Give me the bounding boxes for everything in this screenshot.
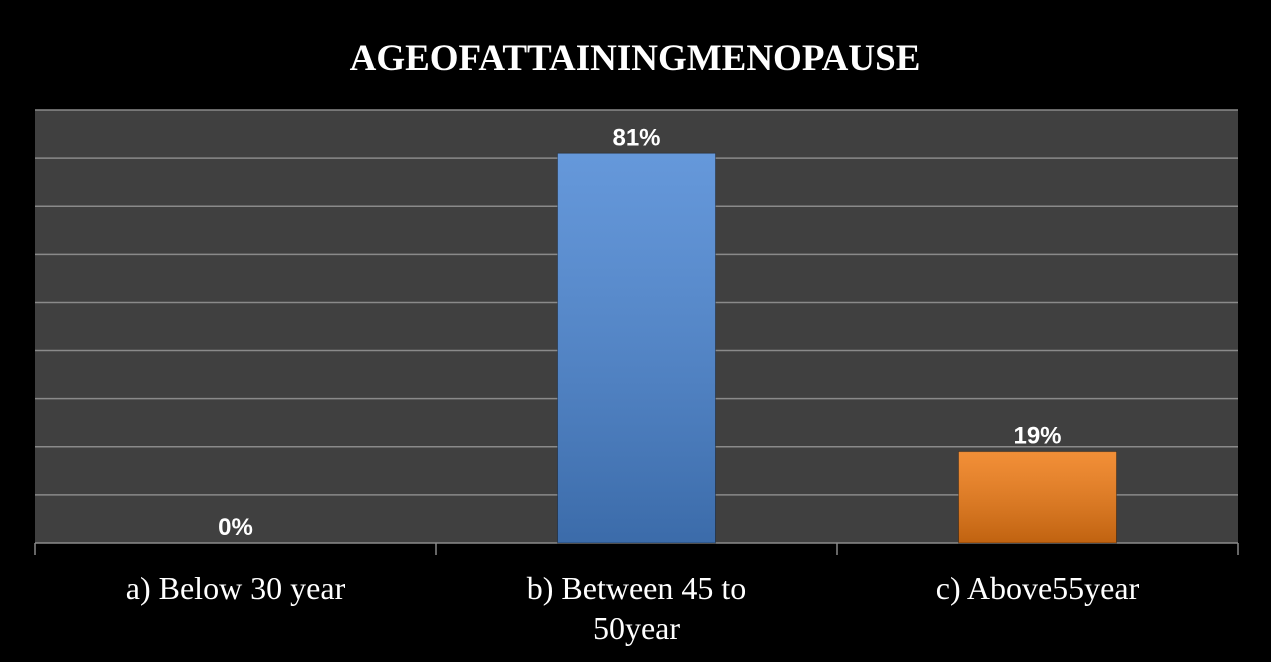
data-label: 81% [612,124,660,151]
data-label: 0% [218,514,253,541]
bar [958,451,1117,544]
x-tick-label: c) Above55year [935,570,1140,606]
x-tick-label: b) Between 45 to 50year [526,570,747,646]
x-tick-label: a) Below 30 year [125,570,346,606]
axis-ticks [34,543,1239,555]
chart-title: AGEOFATTAININGMENOPAUSE [350,38,921,79]
data-label: 19% [1013,423,1061,450]
bar [557,152,716,544]
